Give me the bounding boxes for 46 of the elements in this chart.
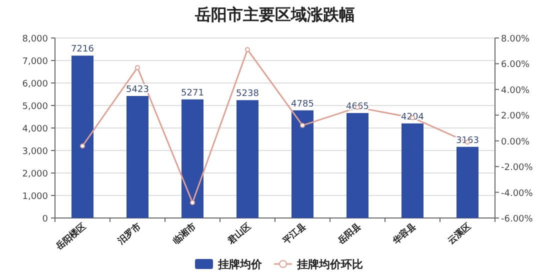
x-tick-label: 汨罗市 (114, 220, 144, 248)
y-tick-label: 0 (42, 214, 48, 224)
y2-tick-label: 2.00% (501, 112, 530, 122)
bar (346, 113, 368, 218)
point (135, 65, 140, 70)
point (190, 200, 195, 206)
data-label: 5423 (126, 84, 149, 95)
y2-tick-label: 4.00% (501, 86, 530, 96)
point (245, 47, 250, 52)
y2-tick-label: 8.00% (501, 34, 530, 44)
bar (72, 56, 94, 218)
legend-label: 挂牌均价环比 (296, 258, 363, 271)
y-tick-label: 1,000 (22, 192, 48, 202)
x-tick-label: 华容县 (390, 220, 418, 248)
bar (456, 146, 478, 218)
bar (236, 100, 258, 218)
legend-label: 挂牌均价 (217, 258, 263, 271)
x-tick-label: 岳阳楼区 (53, 220, 88, 254)
y-tick-label: 5,000 (22, 102, 48, 112)
data-label: 5238 (236, 89, 260, 100)
bar (402, 123, 424, 218)
y2-tick-label: -4.00% (501, 188, 534, 199)
bar (182, 99, 204, 218)
y-tick-label: 6,000 (22, 80, 48, 90)
x-tick-label: 君山区 (224, 220, 254, 248)
point (300, 122, 305, 128)
bar (126, 96, 148, 218)
y-tick-label: 4,000 (22, 124, 48, 134)
y2-tick-label: 0.00% (501, 137, 530, 148)
y-tick-label: 2,000 (22, 170, 48, 180)
x-tick-label: 岳阳县 (334, 220, 364, 248)
point (80, 144, 85, 148)
data-label: 4785 (291, 99, 314, 110)
y-tick-label: 8,000 (22, 34, 48, 44)
y2-tick-label: 6.00% (501, 60, 530, 70)
x-tick-label: 临湘市 (170, 220, 198, 247)
chart-title: 岳阳市主要区域涨跌幅 (194, 5, 355, 24)
y2-tick-label: -2.00% (501, 163, 534, 174)
x-tick-label: 平江县 (280, 220, 308, 248)
y2-tick-label: -6.00% (501, 214, 534, 224)
data-label: 7216 (71, 44, 94, 55)
x-tick-label: 云溪区 (446, 220, 474, 247)
y-tick-label: 7,000 (22, 57, 48, 67)
bar (292, 110, 314, 218)
data-label: 5271 (181, 88, 204, 98)
y-tick-label: 3,000 (22, 147, 48, 157)
